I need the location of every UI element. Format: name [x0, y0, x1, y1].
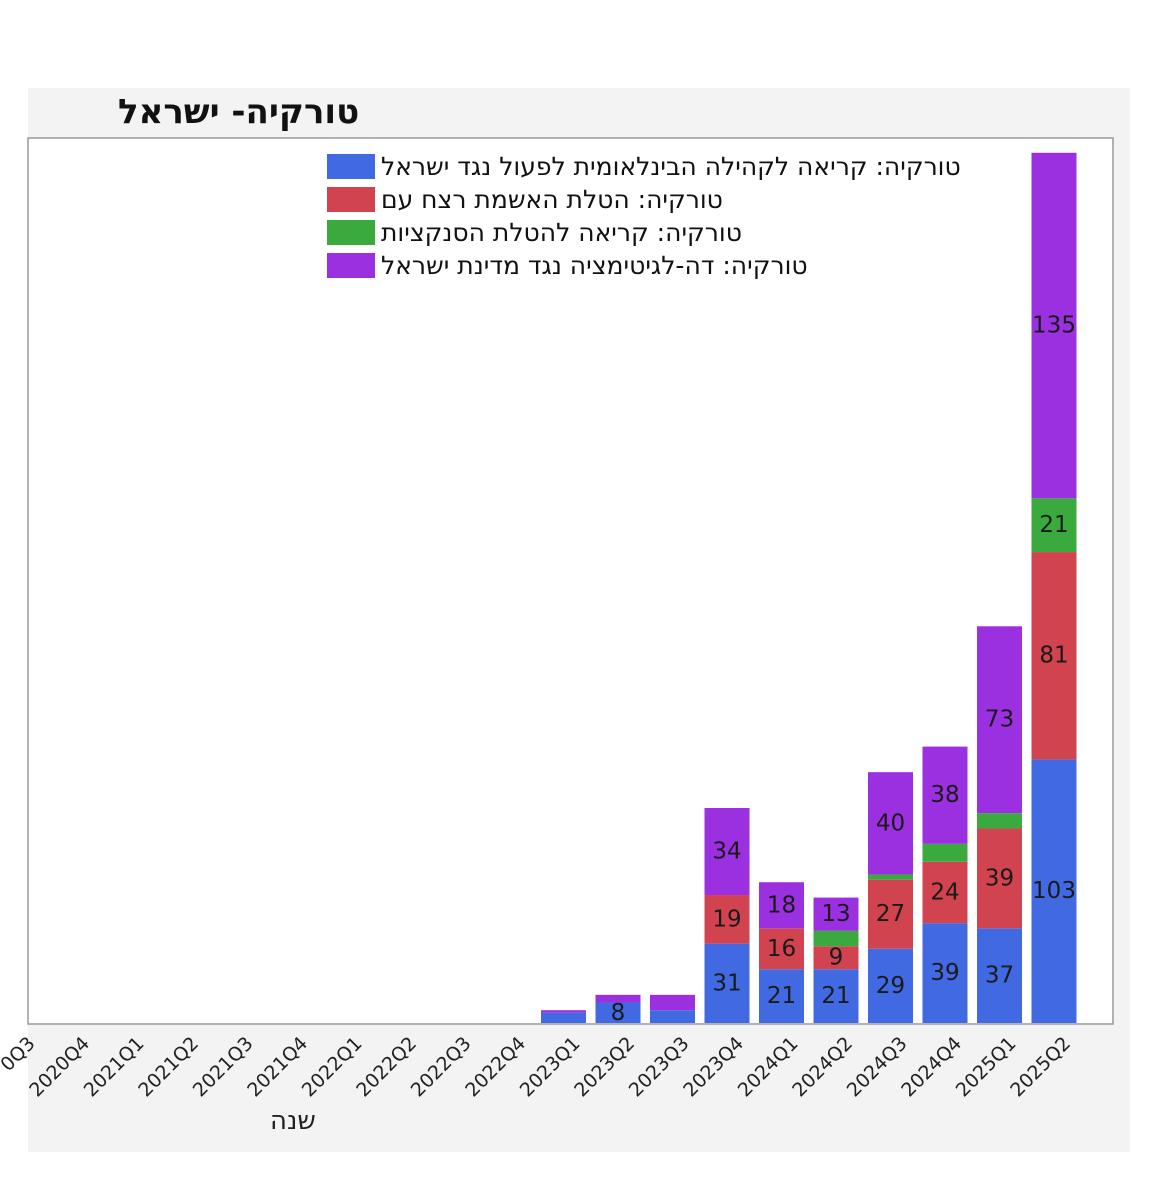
data-label: 21	[1039, 512, 1068, 538]
bar-segment	[977, 813, 1022, 829]
bar-segment	[759, 969, 804, 1023]
data-label: 24	[930, 879, 959, 905]
legend-label: טורקיה: דה-לגיטימציה נגד מדינת ישראל	[381, 251, 808, 280]
data-label: 9	[829, 945, 844, 971]
bar-segment	[977, 828, 1022, 929]
bar-segment	[922, 746, 968, 844]
bar-segment	[650, 1010, 695, 1023]
bar-segment	[868, 948, 913, 1023]
legend-swatch	[327, 253, 375, 278]
legend-label: טורקיה: הטלת האשמת רצח עם	[381, 185, 723, 214]
bar-segment	[813, 897, 859, 931]
data-label: 18	[767, 892, 796, 918]
bar-segment	[868, 874, 913, 880]
data-label: 21	[821, 983, 850, 1009]
data-label: 40	[876, 810, 905, 836]
legend-item: טורקיה: קריאה להטלת הסנקציות	[327, 216, 961, 249]
bar-segment	[977, 928, 1022, 1023]
data-label: 21	[767, 983, 796, 1009]
chart-title: טורקיה- ישראל	[118, 92, 360, 132]
data-label: 34	[712, 839, 741, 865]
bar-segment	[759, 882, 804, 929]
bar-segment	[922, 861, 968, 924]
data-label: 37	[985, 963, 1014, 989]
bar-segment	[704, 895, 750, 944]
x-tick-labels: 0Q32020Q42021Q12021Q22021Q32021Q42022Q12…	[0, 1033, 1075, 1102]
data-label: 39	[985, 865, 1014, 891]
data-label: 27	[876, 901, 905, 927]
bar-segment	[813, 969, 859, 1023]
data-label: 31	[712, 970, 741, 996]
x-axis-label: שנה	[270, 1106, 316, 1136]
bar-segment	[759, 928, 804, 970]
x-tick-label: 2025Q2	[1006, 1033, 1075, 1102]
bar-segment	[704, 943, 750, 1023]
data-label: 19	[712, 906, 741, 932]
data-label: 13	[821, 901, 850, 927]
data-label: 8	[611, 1000, 626, 1026]
legend-swatch	[327, 187, 375, 212]
bar-segment	[868, 772, 913, 875]
data-label: 39	[930, 960, 959, 986]
bar-segment	[1031, 759, 1077, 1023]
bar-segment	[650, 994, 695, 1011]
bar-segment	[541, 1010, 586, 1013]
bar-segment	[1031, 152, 1077, 499]
data-label: 16	[767, 936, 796, 962]
bar-segment	[704, 808, 750, 896]
legend-swatch	[327, 154, 375, 179]
legend-item: טורקיה: הטלת האשמת רצח עם	[327, 183, 961, 216]
data-labels-layer: 8 31 19 34 21 16 18 21 9 13 29 27 40 39 24 38 37 39 73 103 8…	[611, 313, 1076, 1026]
legend-item: טורקיה: דה-לגיטימציה נגד מדינת ישראל	[327, 249, 961, 282]
bar-segment	[1031, 552, 1077, 760]
x-tick-label: 0Q3	[0, 1033, 40, 1076]
legend: טורקיה: קריאה לקהילה הבינלאומית לפעול נג…	[327, 150, 961, 282]
data-label: 73	[985, 707, 1014, 733]
data-label: 81	[1039, 643, 1068, 669]
legend-item: טורקיה: קריאה לקהילה הבינלאומית לפעול נג…	[327, 150, 961, 183]
data-label: 135	[1032, 313, 1076, 339]
legend-label: טורקיה: קריאה לקהילה הבינלאומית לפעול נג…	[381, 152, 961, 181]
bar-segment	[595, 1002, 641, 1023]
data-label: 103	[1032, 878, 1076, 904]
legend-swatch	[327, 220, 375, 245]
bar-segment	[977, 626, 1022, 814]
legend-label: טורקיה: קריאה להטלת הסנקציות	[381, 218, 742, 247]
bar-segment	[922, 923, 968, 1023]
data-label: 38	[930, 782, 959, 808]
bar-segment	[868, 879, 913, 949]
bar-segment	[813, 946, 859, 970]
bars-layer	[541, 152, 1077, 1023]
bar-segment	[541, 1012, 586, 1023]
bar-segment	[1031, 498, 1077, 553]
bar-segment	[595, 994, 641, 1003]
bar-segment	[922, 843, 968, 862]
bar-segment	[813, 930, 859, 947]
data-label: 29	[876, 973, 905, 999]
